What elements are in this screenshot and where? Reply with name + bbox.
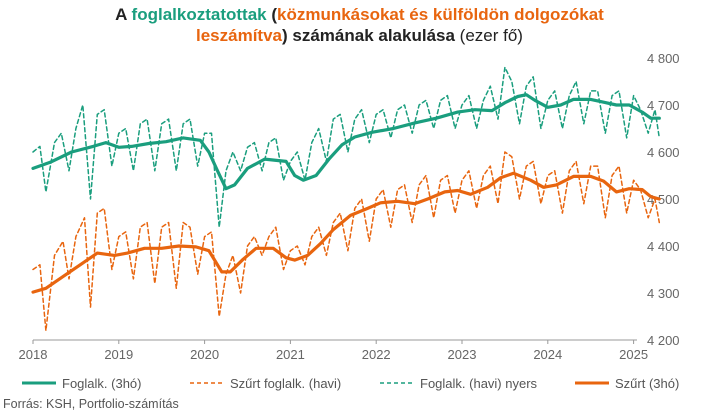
y-tick-label: 4 400 [647,239,680,254]
title-highlight-employed: foglalkoztatottak [131,5,267,24]
legend-label-gh: Foglalk. (havi) nyers [420,376,538,391]
series-line-o3 [31,171,661,294]
x-tick-label: 2023 [448,347,477,362]
legend-label-o3: Szűrt (3hó) [615,376,679,391]
y-tick-label: 4 200 [647,333,680,348]
x-tick-label: 2020 [190,347,219,362]
x-tick-label: 2024 [533,347,562,362]
title-unit: (ezer fő) [454,26,523,45]
chart-title: A foglalkoztatottak (közmunkásokat és kü… [115,5,604,45]
y-tick-label: 4 300 [647,286,680,301]
legend-label-g3: Foglalk. (3hó) [62,376,141,391]
legend-label-oh: Szűrt foglalk. (havi) [230,376,341,391]
series-line-g3 [31,93,661,191]
y-tick-label: 4 600 [647,145,680,160]
y-tick-label: 4 500 [647,192,680,207]
title-highlight-excluding: leszámítva [196,26,282,45]
y-tick-label: 4 700 [647,98,680,113]
title-highlight-excluded: közmunkásokat és külföldön dolgozókat [277,5,604,24]
source-note: Forrás: KSH, Portfolio-számítás [3,397,179,411]
x-tick-label: 2025 [619,347,648,362]
y-tick-label: 4 800 [647,51,680,66]
series-line-gh [32,66,661,228]
x-tick-label: 2019 [104,347,133,362]
x-tick-label: 2018 [19,347,48,362]
x-tick-label: 2021 [276,347,305,362]
x-tick-label: 2022 [362,347,391,362]
